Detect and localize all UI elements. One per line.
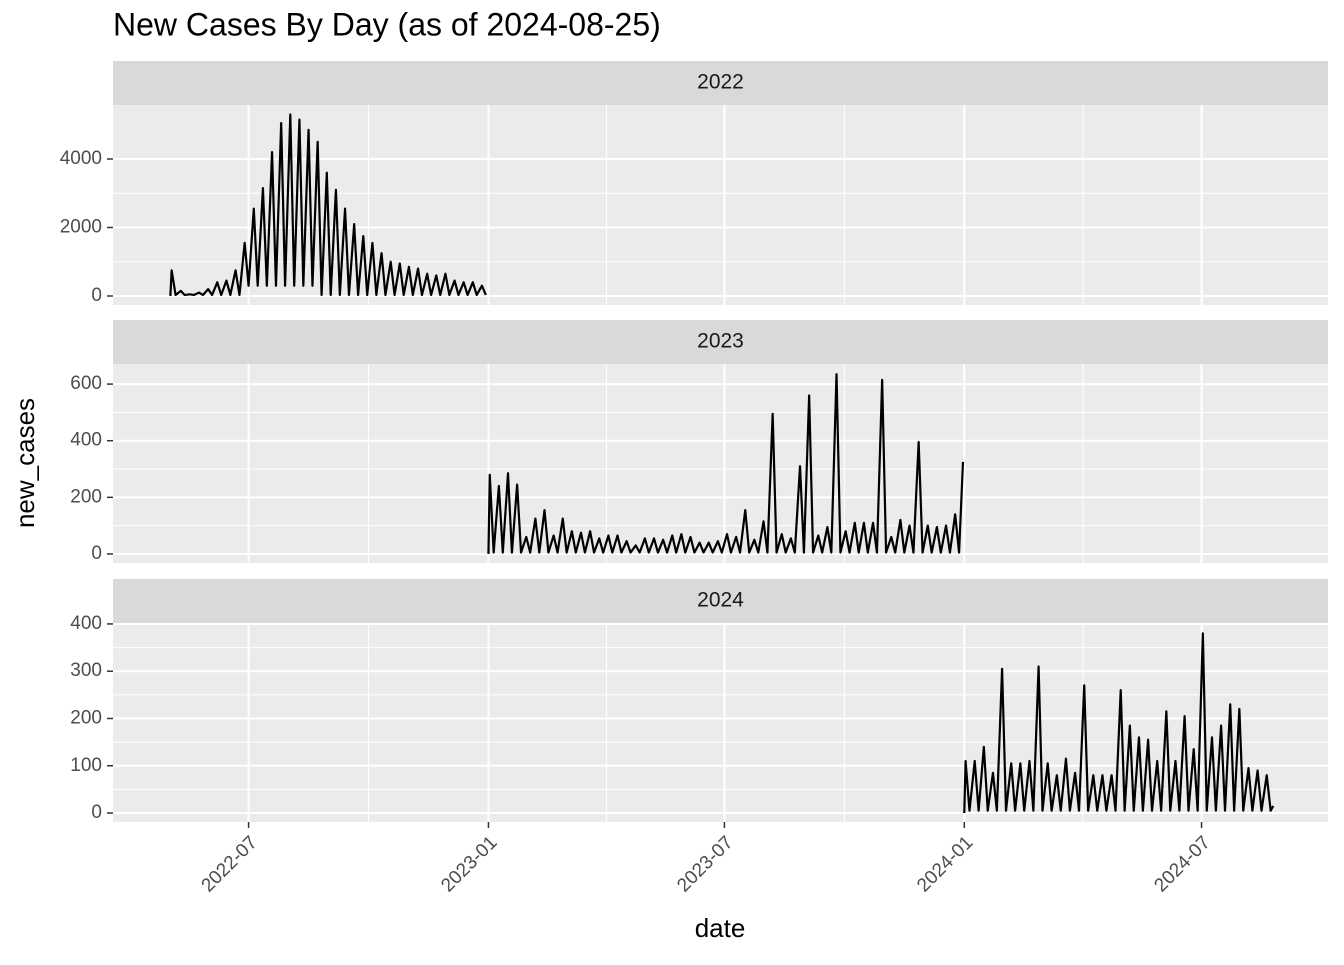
y-tick-label: 400 [70, 613, 102, 634]
x-tick-label: 2024-01 [913, 832, 977, 896]
x-tick-label: 2023-07 [673, 832, 737, 896]
y-tick-label: 0 [91, 285, 102, 306]
y-tick-label: 4000 [60, 148, 102, 169]
x-tick-label: 2023-01 [437, 832, 501, 896]
x-tick-label: 2022-07 [198, 832, 262, 896]
data-line [169, 113, 487, 297]
strip [113, 320, 1328, 364]
y-tick-label: 400 [70, 430, 102, 451]
x-axis-title: date [695, 913, 746, 943]
panel [113, 623, 1328, 822]
y-tick-label: 0 [91, 543, 102, 564]
data-line [963, 632, 1275, 814]
y-tick-label: 300 [70, 660, 102, 681]
y-tick-label: 100 [70, 755, 102, 776]
chart-title: New Cases By Day (as of 2024-08-25) [113, 6, 661, 42]
strip [113, 579, 1328, 623]
y-axis-title: new_cases [10, 398, 40, 528]
panel [113, 364, 1328, 563]
y-tick-label: 600 [70, 373, 102, 394]
y-tick-label: 2000 [60, 217, 102, 238]
strip-label: 2022 [697, 71, 744, 94]
y-tick-label: 200 [70, 707, 102, 728]
strip-label: 2024 [697, 589, 744, 612]
strip [113, 61, 1328, 105]
y-tick-label: 200 [70, 486, 102, 507]
strip-label: 2023 [697, 330, 744, 353]
data-line [487, 373, 965, 554]
y-tick-label: 0 [91, 802, 102, 823]
x-tick-label: 2024-07 [1150, 832, 1214, 896]
